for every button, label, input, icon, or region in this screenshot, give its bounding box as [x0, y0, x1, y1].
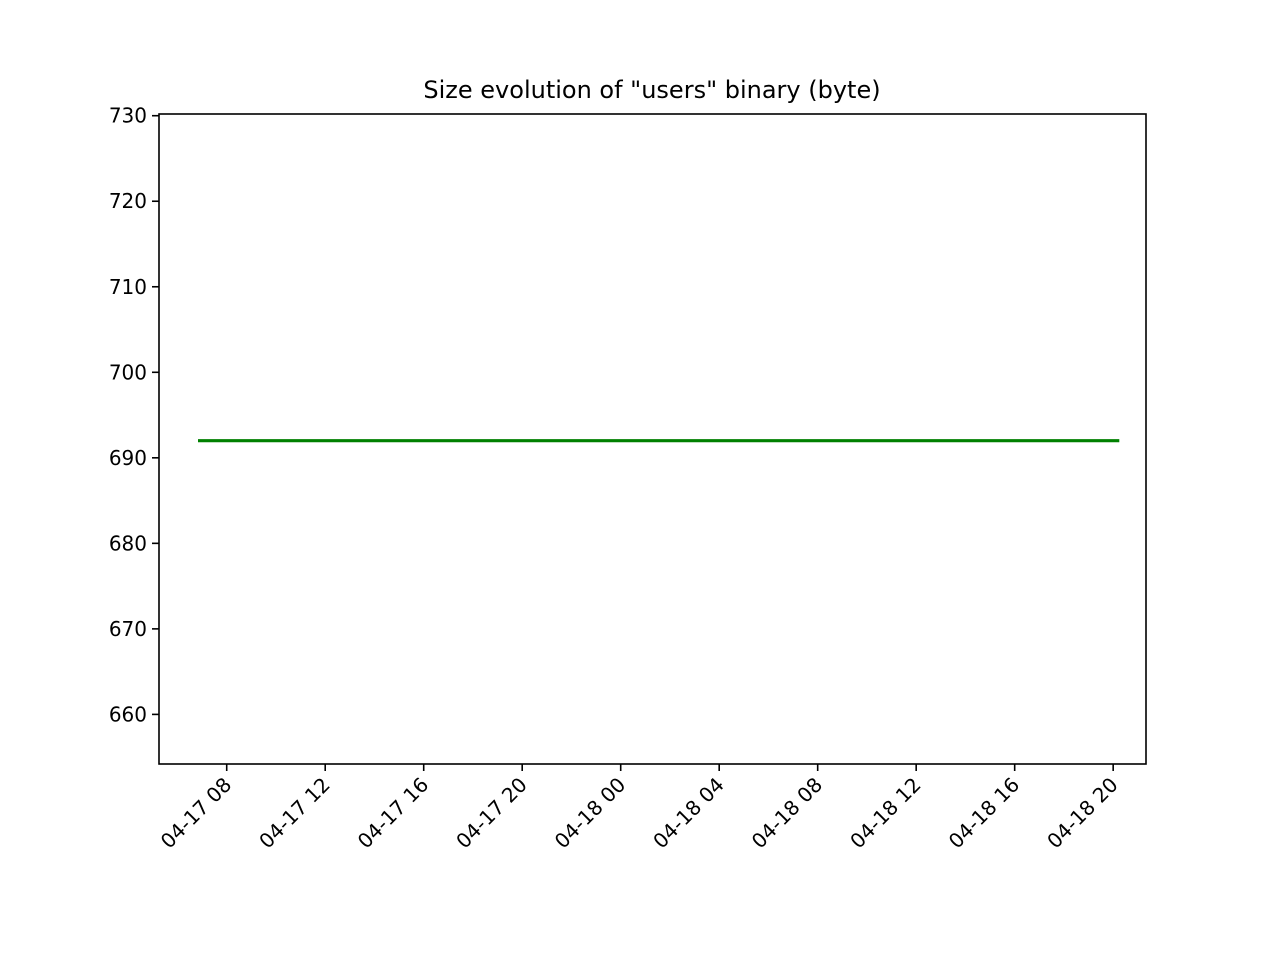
y-tick-label: 710 [109, 275, 147, 299]
x-tick-label: 04-17 20 [451, 773, 532, 854]
x-tick-label: 04-18 08 [747, 773, 828, 854]
y-tick-label: 660 [109, 702, 147, 726]
x-tick-label: 04-18 12 [845, 773, 926, 854]
x-tick-label: 04-17 16 [353, 773, 434, 854]
plot-frame [158, 113, 1147, 765]
y-tick-label: 700 [109, 360, 147, 384]
y-tick-label: 720 [109, 189, 147, 213]
x-tick-label: 04-17 08 [156, 773, 237, 854]
chart-title: Size evolution of "users" binary (byte) [423, 76, 880, 104]
x-tick-label: 04-18 00 [550, 773, 631, 854]
x-axis: 04-17 08 04-17 12 04-17 16 04-17 20 04-18 00… [156, 764, 1123, 853]
x-tick-label: 04-17 12 [254, 773, 335, 854]
x-tick-label: 04-18 20 [1042, 773, 1123, 854]
y-tick-label: 670 [109, 617, 147, 641]
x-tick-label: 04-18 04 [648, 773, 729, 854]
y-tick-label: 730 [109, 104, 147, 128]
y-tick-label: 690 [109, 446, 147, 470]
y-tick-label: 680 [109, 531, 147, 555]
x-tick-label: 04-18 16 [944, 773, 1025, 854]
y-axis: 660 670 680 690 700 710 720 730 [109, 104, 159, 726]
